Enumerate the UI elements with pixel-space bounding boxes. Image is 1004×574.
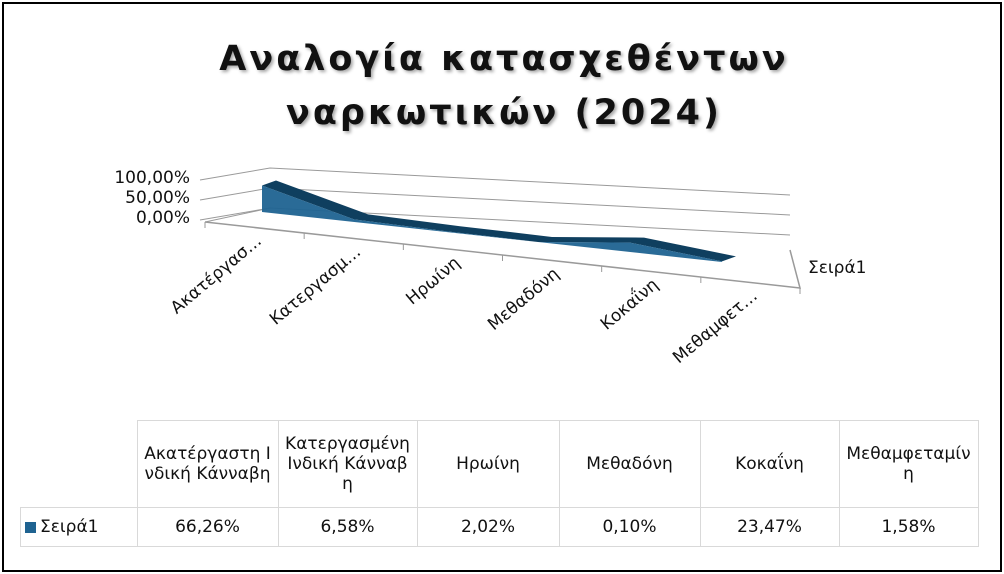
table-value: 6,58% xyxy=(277,507,418,547)
x-tick-label: Μεθαμφετ… xyxy=(669,286,761,368)
chart-title: Αναλογία κατασχεθέντων ναρκωτικών (2024) xyxy=(219,39,789,133)
x-tick-label: Ακατέργασ… xyxy=(167,231,266,318)
table-value: 1,58% xyxy=(838,507,979,547)
y-tick-label: 0,00% xyxy=(136,208,190,228)
x-tick-label: Ηρωίνη xyxy=(402,253,464,309)
area-top xyxy=(262,180,736,262)
legend-label: Σειρά1 xyxy=(40,517,99,537)
table-value: 0,10% xyxy=(558,507,701,547)
legend-key xyxy=(25,521,36,533)
grid-line xyxy=(199,167,791,196)
x-tick-label: Κοκαΐνη xyxy=(595,273,662,335)
x-tick-label: Κατεργασμ… xyxy=(266,242,365,330)
table-value: 66,26% xyxy=(136,507,279,547)
y-tick-label: 100,00% xyxy=(114,168,190,188)
table-header: Μεθαμφεταμίνη xyxy=(838,420,979,508)
y-tick-label: 50,00% xyxy=(125,188,190,208)
table-header: Μεθαδόνη xyxy=(558,420,701,508)
corner-cell xyxy=(20,420,138,508)
area xyxy=(262,185,722,262)
table-value: 2,02% xyxy=(416,507,560,547)
table-header: Ηρωίνη xyxy=(416,420,560,508)
x-tick-label: Μεθαδόνη xyxy=(484,264,563,335)
table-header: Ακατέργαστη Ινδική Κάνναβη xyxy=(136,420,279,508)
legend-cell: Σειρά1 xyxy=(20,507,138,547)
table-header: Κατεργασμένη Ινδική Κάνναβη xyxy=(277,420,418,508)
data-table: Ακατέργαστη Ινδική Κάνναβη Κατεργασμένη Ι… xyxy=(20,420,979,547)
depth-axis-label: Σειρά1 xyxy=(808,258,867,278)
floor-edge xyxy=(204,207,271,223)
table-value: 23,47% xyxy=(699,507,840,547)
table-header: Κοκαΐνη xyxy=(699,420,840,508)
